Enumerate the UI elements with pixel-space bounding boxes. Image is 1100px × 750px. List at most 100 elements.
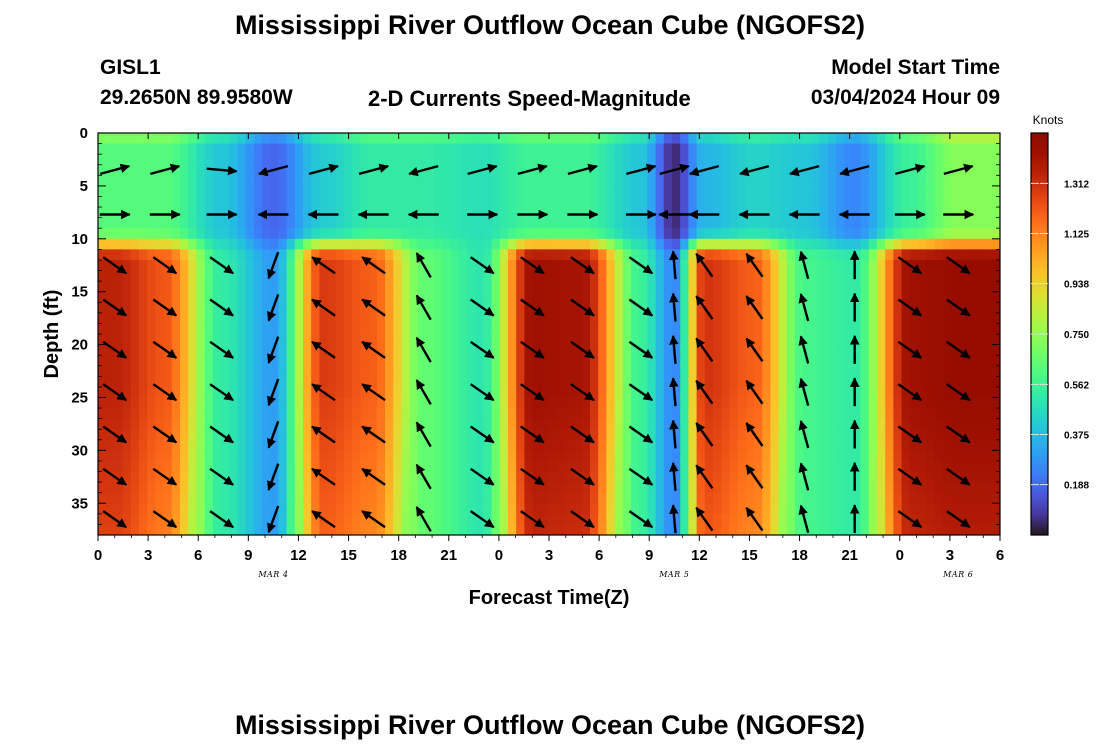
heatmap-cell: [155, 386, 165, 399]
heatmap-cell: [303, 513, 312, 526]
heatmap-cell: [458, 450, 468, 462]
heatmap-cell: [950, 429, 960, 441]
heatmap-cell: [631, 323, 640, 335]
heatmap-cell: [475, 503, 484, 515]
heatmap-cell: [590, 418, 599, 430]
heatmap-cell: [852, 365, 862, 377]
heatmap-cell: [696, 207, 706, 219]
heatmap-cell: [877, 133, 886, 145]
heatmap-cell: [204, 238, 214, 250]
heatmap-cell: [106, 344, 115, 356]
heatmap-cell: [442, 207, 452, 219]
heatmap-cell: [204, 439, 214, 451]
heatmap-cell: [680, 344, 689, 356]
heatmap-cell: [688, 270, 698, 282]
heatmap-cell: [811, 408, 821, 420]
heatmap-cell: [549, 270, 558, 282]
heatmap-cell: [483, 217, 493, 229]
heatmap-cell: [827, 513, 837, 526]
heatmap-cell: [434, 355, 443, 367]
heatmap-cell: [860, 281, 870, 293]
heatmap-cell: [450, 397, 460, 409]
heatmap-cell: [294, 143, 304, 155]
heatmap-cell: [688, 408, 698, 420]
heatmap-cell: [860, 207, 870, 219]
heatmap-cell: [237, 133, 247, 145]
heatmap-cell: [959, 185, 968, 198]
heatmap-cell: [811, 482, 821, 494]
heatmap-cell: [918, 228, 927, 240]
heatmap-cell: [319, 503, 329, 515]
heatmap-cell: [122, 281, 132, 293]
heatmap-cell: [352, 503, 361, 515]
heatmap-cell: [655, 312, 665, 325]
heatmap-cell: [335, 439, 345, 451]
heatmap-cell: [294, 471, 304, 483]
heatmap-cell: [417, 524, 427, 535]
heatmap-cell: [98, 154, 107, 166]
heatmap-cell: [532, 143, 542, 155]
heatmap-cell: [598, 482, 607, 494]
heatmap-cell: [106, 281, 115, 293]
heatmap-cell: [524, 418, 534, 430]
heatmap-cell: [606, 408, 616, 420]
heatmap-cell: [606, 270, 616, 282]
heatmap-cell: [540, 196, 550, 208]
heatmap-cell: [524, 503, 534, 515]
heatmap-cell: [967, 291, 976, 303]
heatmap-cell: [352, 344, 361, 356]
heatmap-cell: [991, 228, 1000, 240]
heatmap-cell: [114, 175, 124, 187]
heatmap-cell: [212, 133, 222, 145]
heatmap-cell: [860, 408, 870, 420]
heatmap-cell: [188, 228, 197, 240]
heatmap-cell: [836, 418, 845, 430]
heatmap-cell: [844, 408, 853, 420]
heatmap-cell: [130, 281, 140, 293]
heatmap-cell: [122, 429, 132, 441]
heatmap-cell: [352, 429, 361, 441]
heatmap-cell: [245, 376, 255, 388]
heatmap-cell: [770, 334, 780, 346]
heatmap-cell: [639, 418, 648, 430]
heatmap-cell: [376, 133, 386, 145]
heatmap-cell: [606, 397, 616, 409]
heatmap-cell: [212, 154, 222, 166]
heatmap-cell: [327, 249, 337, 261]
heatmap-cell: [401, 492, 411, 504]
heatmap-cell: [491, 397, 501, 409]
heatmap-cell: [442, 365, 452, 377]
heatmap-cell: [811, 418, 821, 430]
heatmap-cell: [475, 408, 484, 420]
heatmap-cell: [147, 439, 156, 451]
heatmap-cell: [795, 365, 804, 377]
heatmap-cell: [696, 450, 706, 462]
heatmap-cell: [745, 344, 755, 356]
heatmap-cell: [663, 207, 673, 219]
heatmap-cell: [245, 524, 255, 535]
heatmap-cell: [171, 154, 181, 166]
heatmap-cell: [130, 429, 140, 441]
heatmap-cell: [458, 217, 468, 229]
heatmap-cell: [836, 334, 845, 346]
heatmap-cell: [524, 217, 534, 229]
heatmap-cell: [991, 429, 1000, 441]
heatmap-cell: [294, 334, 304, 346]
speed-heatmap: [98, 133, 1000, 535]
heatmap-cell: [713, 323, 722, 335]
heatmap-cell: [319, 228, 329, 240]
heatmap-cell: [877, 471, 886, 483]
heatmap-cell: [114, 323, 124, 335]
heatmap-cell: [401, 439, 411, 451]
heatmap-cell: [237, 281, 247, 293]
heatmap-cell: [803, 450, 812, 462]
heatmap-cell: [590, 376, 599, 388]
heatmap-cell: [950, 439, 960, 451]
heatmap-cell: [737, 492, 747, 504]
heatmap-cell: [696, 429, 706, 441]
heatmap-cell: [795, 408, 804, 420]
heatmap-cell: [672, 207, 681, 219]
heatmap-cell: [557, 185, 566, 198]
heatmap-cell: [212, 334, 222, 346]
